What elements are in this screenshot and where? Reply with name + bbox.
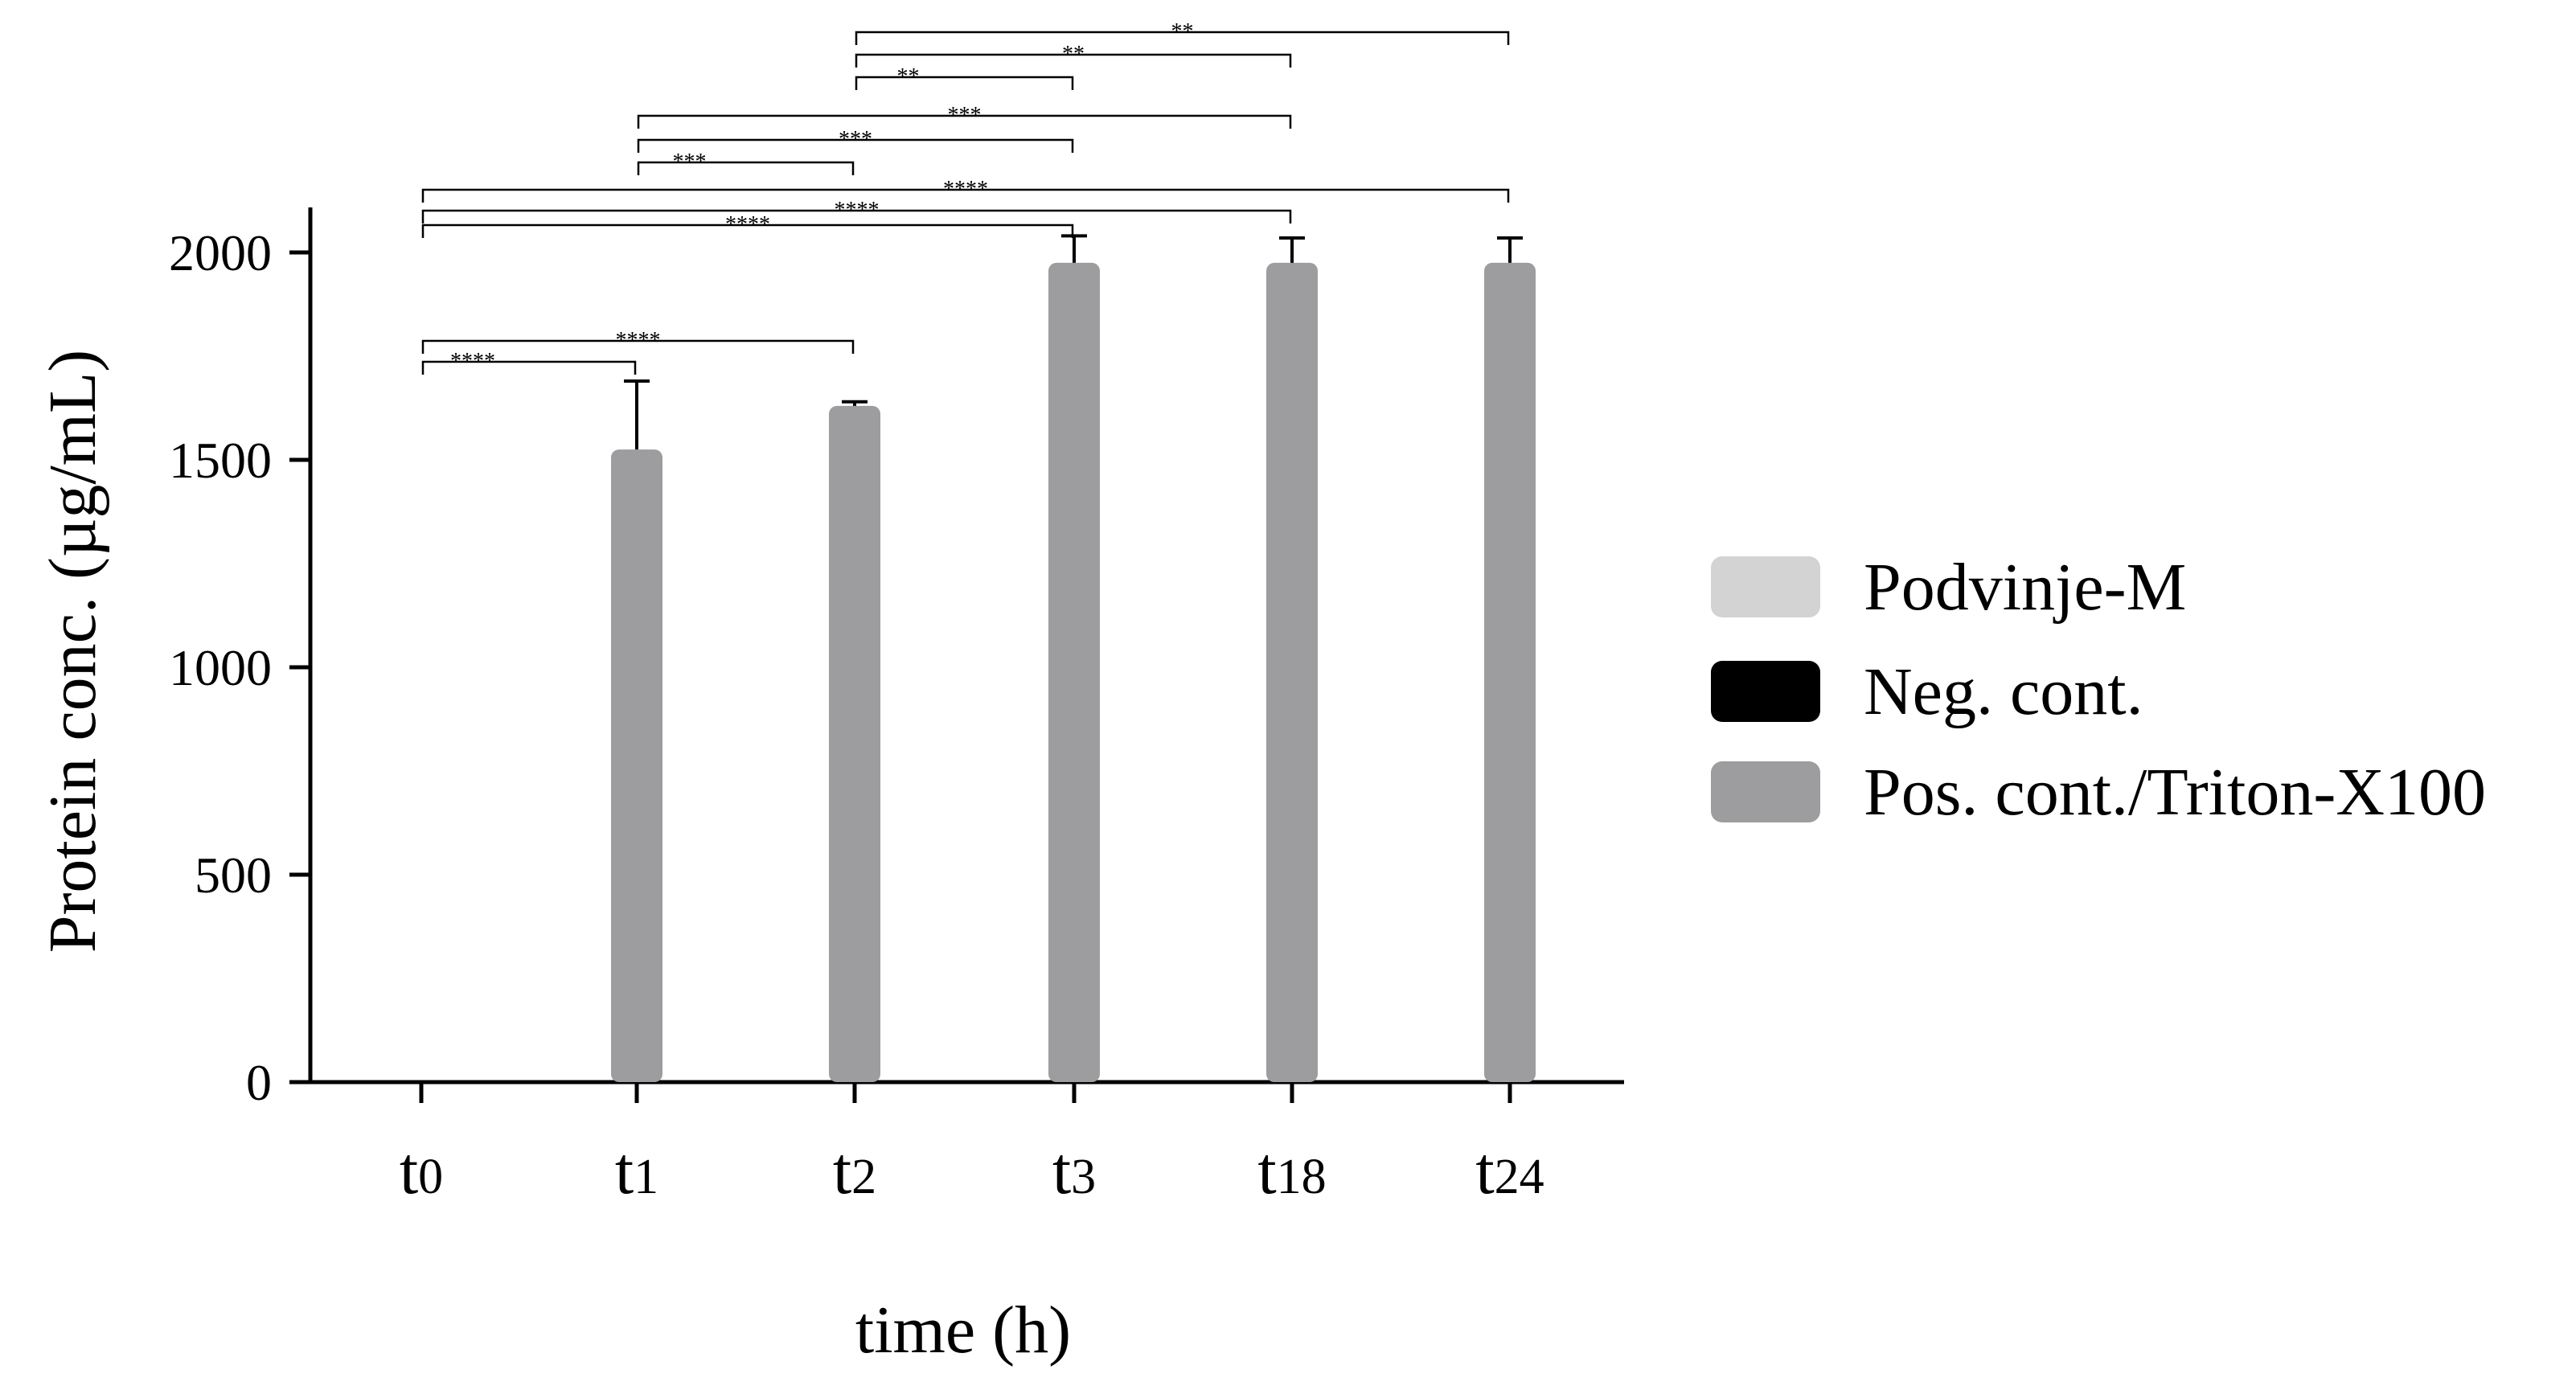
x-tick-label: t24 xyxy=(1475,1134,1544,1208)
x-tick-label-base: t xyxy=(833,1134,851,1208)
bars xyxy=(611,262,1536,1082)
x-tick-label: t18 xyxy=(1257,1134,1326,1208)
x-tick-label-subscript: 0 xyxy=(418,1150,443,1204)
legend-label-0: Podvinje-M xyxy=(1864,550,2186,625)
legend-swatch-1 xyxy=(1711,661,1820,722)
significance-label: **** xyxy=(725,212,770,237)
x-tick-label-base: t xyxy=(1052,1134,1071,1208)
significance-bracket xyxy=(855,76,1074,90)
x-tick-label-base: t xyxy=(1257,1134,1276,1208)
x-tick-label: t2 xyxy=(833,1134,876,1208)
significance-label: *** xyxy=(948,103,982,128)
significance-label: *** xyxy=(839,127,872,152)
error-bars xyxy=(624,234,1523,450)
x-tick-label: t3 xyxy=(1052,1134,1096,1208)
bar-2-2 xyxy=(829,405,880,1082)
y-axis-label: Protein conc. (µg/mL) xyxy=(35,350,110,953)
significance-label: *** xyxy=(673,150,707,174)
significance-bracket xyxy=(637,138,1074,153)
x-axis-label: time (h) xyxy=(855,1293,1071,1368)
x-tick-label-subscript: 1 xyxy=(634,1150,658,1204)
legend-label-2: Pos. cont./Triton-X100 xyxy=(1864,755,2486,830)
y-tick-label: 0 xyxy=(246,1054,272,1111)
bar-2-3 xyxy=(1048,262,1100,1082)
significance-bracket xyxy=(421,223,1074,238)
x-tick-label: t0 xyxy=(400,1134,443,1208)
y-tick-label: 2000 xyxy=(169,224,272,281)
significance-label: ** xyxy=(1171,19,1194,44)
y-tick-label: 1000 xyxy=(169,639,272,696)
x-tick-label-base: t xyxy=(615,1134,634,1208)
significance-bracket xyxy=(637,114,1292,129)
significance-label: **** xyxy=(943,177,988,202)
x-tick-label-subscript: 2 xyxy=(851,1150,876,1204)
y-tick-label: 500 xyxy=(195,847,272,904)
x-tick-label-base: t xyxy=(400,1134,418,1208)
legend-swatch-0 xyxy=(1711,556,1820,617)
x-tick-label-subscript: 3 xyxy=(1071,1150,1096,1204)
x-tick-label-base: t xyxy=(1475,1134,1494,1208)
legend: Podvinje-M Neg. cont. Pos. cont./Triton-X1… xyxy=(1711,550,2486,830)
significance-label: ** xyxy=(1062,42,1085,67)
significance-bracket xyxy=(421,209,1292,223)
significance-bracket xyxy=(637,161,855,175)
legend-swatch-2 xyxy=(1711,761,1820,822)
bar-2-4 xyxy=(1266,262,1318,1082)
bar-2-1 xyxy=(611,449,662,1082)
x-tick-label: t1 xyxy=(615,1134,658,1208)
significance-label: ** xyxy=(897,64,920,89)
y-tick-label: 1500 xyxy=(169,432,272,489)
bar-2-5 xyxy=(1484,262,1536,1082)
significance-bracket xyxy=(421,188,1510,203)
significance-bracket xyxy=(421,339,855,354)
significance-brackets: *********************************** xyxy=(421,19,1510,375)
x-tick-label-subscript: 24 xyxy=(1495,1150,1544,1204)
significance-label: **** xyxy=(450,349,495,374)
axes xyxy=(289,207,1624,1103)
significance-label: **** xyxy=(835,198,880,223)
significance-bracket xyxy=(855,31,1510,45)
x-tick-label-subscript: 18 xyxy=(1277,1150,1327,1204)
legend-label-1: Neg. cont. xyxy=(1864,654,2143,729)
significance-bracket xyxy=(421,360,637,375)
significance-bracket xyxy=(855,53,1292,68)
significance-label: **** xyxy=(616,328,661,353)
